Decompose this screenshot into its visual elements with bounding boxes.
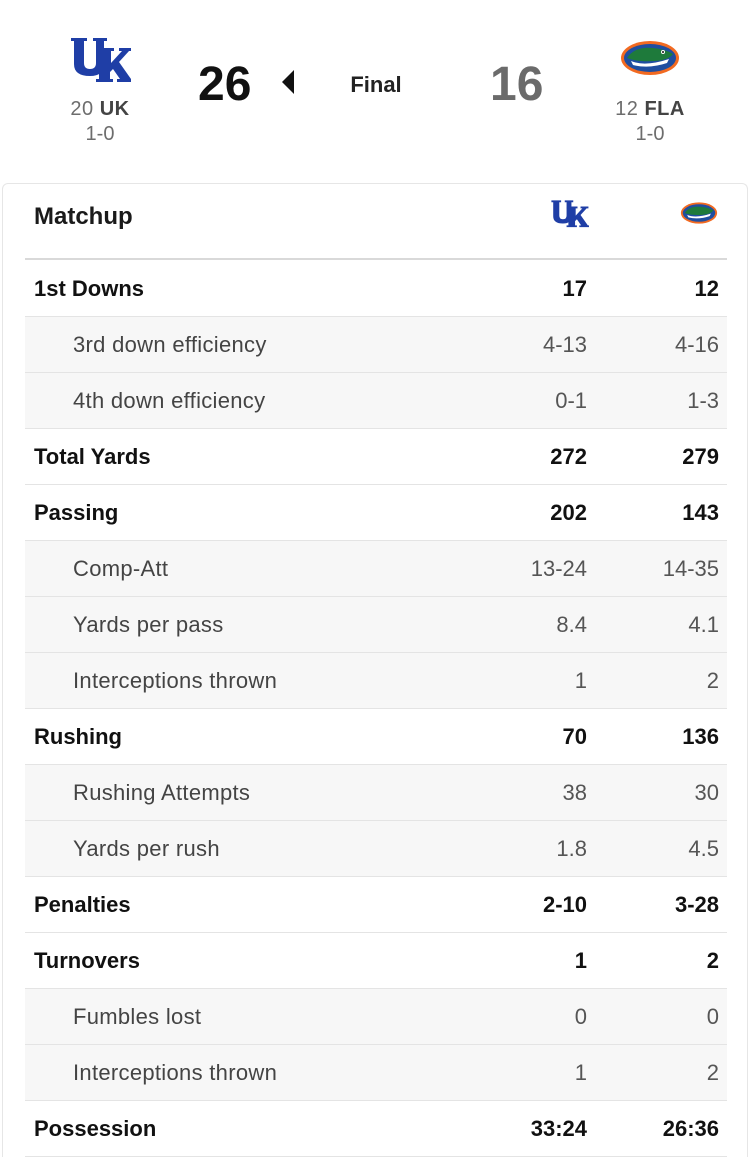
stat-label: Interceptions thrown [73, 1060, 278, 1085]
stat-row-fourth-down-efficiency: 4th down efficiency 0-1 1-3 [25, 373, 727, 429]
stat-row-rushing-attempts: Rushing Attempts 38 30 [25, 765, 727, 821]
stat-label: Penalties [34, 892, 131, 917]
stat-value-uk: 202 [550, 500, 587, 525]
stat-value-fla: 0 [706, 1004, 719, 1029]
stat-row-passing: Passing 202 143 [25, 485, 727, 541]
stat-value-uk: 1 [574, 948, 587, 973]
stat-label: Rushing Attempts [73, 780, 251, 805]
stat-value-fla: 136 [682, 724, 719, 749]
stat-value-uk: 4-13 [542, 332, 587, 357]
kentucky-uk-column-logo-icon [551, 200, 589, 228]
stat-label: 4th down efficiency [73, 388, 266, 413]
stat-label: Passing [34, 500, 119, 525]
stat-value-uk: 8.4 [556, 612, 587, 637]
stat-value-fla: 4.5 [688, 836, 719, 861]
stat-label: Yards per pass [73, 612, 224, 637]
away-team-abbr: FLA [644, 98, 685, 120]
stat-row-rushing: Rushing 70 136 [25, 709, 727, 765]
home-team-record: 1-0 [85, 123, 115, 145]
winner-arrow-left-icon [282, 70, 294, 94]
stat-row-interceptions-thrown: Interceptions thrown 1 2 [25, 653, 727, 709]
stat-label: Turnovers [34, 948, 140, 973]
stat-value-fla: 30 [694, 780, 719, 805]
stat-value-fla: 26:36 [662, 1116, 719, 1141]
home-team-rank: 20 [70, 98, 94, 120]
stat-row-turnovers: Turnovers 1 2 [25, 933, 727, 989]
stat-row-first-downs: 1st Downs 17 12 [25, 261, 727, 317]
home-score: 26 [198, 58, 252, 111]
stat-row-total-yards: Total Yards 272 279 [25, 429, 727, 485]
stat-value-uk: 70 [562, 724, 587, 749]
stat-row-comp-att: Comp-Att 13-24 14-35 [25, 541, 727, 597]
stat-value-uk: 0 [574, 1004, 587, 1029]
stat-row-yards-per-rush: Yards per rush 1.8 4.5 [25, 821, 727, 877]
matchup-card: Matchup 1st Downs 17 12 3rd down efficie… [2, 183, 748, 1157]
stat-value-fla: 2 [706, 668, 719, 693]
stat-label: Comp-Att [73, 556, 169, 581]
home-team[interactable]: 20 UK 1-0 [40, 34, 160, 146]
stat-value-fla: 2 [706, 1060, 719, 1085]
stat-value-fla: 143 [682, 500, 719, 525]
away-team[interactable]: 12 FLA 1-0 [590, 34, 710, 146]
stat-label: 3rd down efficiency [73, 332, 267, 357]
stat-label: Rushing [34, 724, 122, 749]
stat-label: Total Yards [34, 444, 151, 469]
stat-value-uk: 1 [574, 668, 587, 693]
matchup-title: Matchup [34, 203, 133, 230]
matchup-header: Matchup [25, 184, 727, 260]
stat-value-fla: 14-35 [662, 556, 719, 581]
stat-value-fla: 4-16 [674, 332, 719, 357]
stat-value-fla: 3-28 [674, 892, 719, 917]
stat-value-uk: 13-24 [530, 556, 587, 581]
game-status: Final [350, 72, 402, 97]
stat-row-interceptions-thrown-2: Interceptions thrown 1 2 [25, 1045, 727, 1101]
stat-row-possession: Possession 33:24 26:36 [25, 1101, 727, 1157]
florida-gator-logo-icon [621, 41, 679, 75]
stat-value-uk: 272 [550, 444, 587, 469]
stat-value-uk: 1 [574, 1060, 587, 1085]
stat-row-fumbles-lost: Fumbles lost 0 0 [25, 989, 727, 1045]
stat-value-fla: 4.1 [688, 612, 719, 637]
stat-value-fla: 2 [706, 948, 719, 973]
stat-row-third-down-efficiency: 3rd down efficiency 4-13 4-16 [25, 317, 727, 373]
stat-value-uk: 1.8 [556, 836, 587, 861]
stat-value-uk: 33:24 [530, 1116, 587, 1141]
stat-label: Possession [34, 1116, 157, 1141]
away-team-rank-name: 12 FLA [590, 98, 710, 121]
stat-value-uk: 38 [562, 780, 587, 805]
stat-value-fla: 1-3 [687, 388, 719, 413]
away-team-rank: 12 [615, 98, 639, 120]
stat-row-penalties: Penalties 2-10 3-28 [25, 877, 727, 933]
stat-label: Yards per rush [73, 836, 220, 861]
florida-gator-column-logo-icon [680, 202, 718, 224]
home-team-rank-name: 20 UK [40, 98, 160, 121]
stat-value-fla: 279 [682, 444, 719, 469]
stat-label: Interceptions thrown [73, 668, 278, 693]
stat-label: Fumbles lost [73, 1004, 202, 1029]
stat-label: 1st Downs [34, 276, 145, 301]
stat-value-uk: 17 [562, 276, 587, 301]
away-team-record: 1-0 [635, 123, 665, 145]
stat-value-uk: 0-1 [555, 388, 587, 413]
home-team-abbr: UK [99, 98, 130, 120]
scoreboard: 20 UK 1-0 26 Final 16 12 FLA 1-0 [0, 0, 750, 182]
kentucky-uk-logo-icon [71, 38, 131, 82]
matchup-stats-table: 1st Downs 17 12 3rd down efficiency 4-13… [25, 261, 727, 1157]
away-score: 16 [490, 58, 544, 111]
stat-row-yards-per-pass: Yards per pass 8.4 4.1 [25, 597, 727, 653]
stat-value-fla: 12 [694, 276, 719, 301]
stat-value-uk: 2-10 [542, 892, 587, 917]
